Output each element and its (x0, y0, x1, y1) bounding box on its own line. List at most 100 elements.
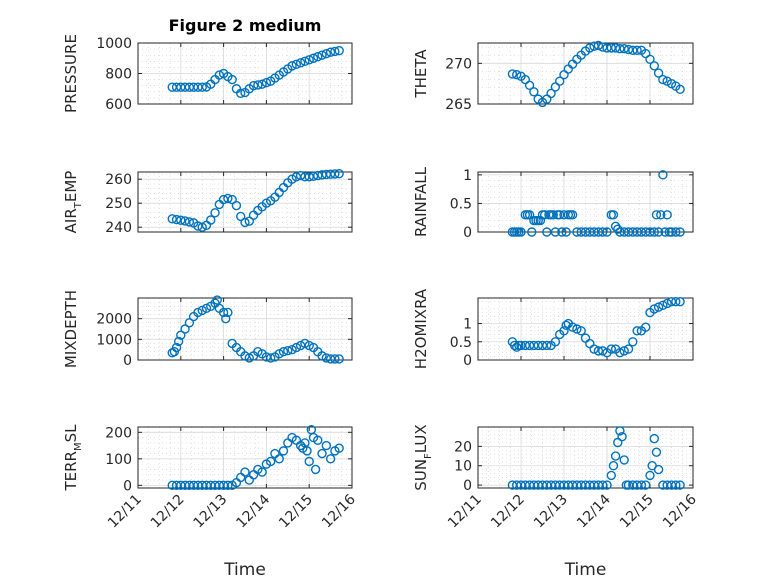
x-tick-label: 12/13 (531, 492, 571, 532)
data-point (173, 336, 184, 347)
y-tick-label: 270 (445, 56, 472, 72)
x-tick-label: 12/15 (276, 492, 316, 532)
data-point (559, 326, 569, 336)
data-point (671, 227, 681, 237)
data-point (231, 200, 242, 211)
series-markers (507, 296, 685, 358)
y-tick-label: 1000 (96, 36, 132, 52)
x-tick-label: 12/16 (319, 491, 359, 531)
series-markers (507, 40, 685, 108)
data-point (240, 217, 250, 228)
data-point (313, 435, 323, 445)
data-point (617, 431, 627, 442)
data-point (615, 348, 625, 358)
data-point (244, 216, 254, 226)
data-point (278, 446, 289, 456)
data-point (542, 340, 552, 351)
series-markers (167, 424, 344, 491)
data-point (651, 447, 662, 457)
data-point (180, 324, 190, 334)
data-point (658, 74, 668, 85)
subplot-rainfall: 0 0.5 1 RAINFALL (412, 166, 694, 241)
axes-frame (137, 426, 353, 489)
data-point (557, 227, 567, 237)
data-point (651, 210, 662, 220)
data-point (180, 216, 190, 226)
data-point (295, 170, 306, 181)
data-point (227, 74, 237, 85)
data-point (546, 88, 556, 99)
data-point (623, 344, 634, 354)
x-tick-label: 12/11 (445, 492, 485, 532)
y-axis-label: H2OMIXRA (412, 288, 430, 369)
data-point (585, 43, 595, 53)
data-point (171, 342, 182, 353)
data-point (660, 227, 670, 237)
data-point (561, 320, 571, 331)
data-point (675, 296, 685, 307)
x-tick-label: 12/14 (233, 491, 273, 531)
data-point (567, 322, 578, 332)
data-point (671, 296, 681, 307)
y-axis-label: SUNFLUX (412, 424, 434, 490)
data-point (214, 70, 225, 80)
data-point (619, 43, 629, 54)
x-tick-label: 12/13 (191, 492, 231, 532)
data-point (653, 464, 664, 475)
data-point (330, 169, 340, 179)
y-tick-label: 10 (454, 459, 472, 475)
data-point (606, 344, 616, 354)
data-point (257, 467, 267, 477)
data-point (313, 52, 323, 62)
data-point (274, 454, 284, 464)
data-point (176, 330, 186, 340)
data-point (656, 210, 666, 220)
x-axis-label: Time (564, 560, 607, 580)
data-point (675, 480, 685, 490)
data-point (641, 480, 651, 490)
data-point (602, 480, 612, 490)
data-point (308, 171, 319, 182)
data-point (649, 61, 659, 71)
data-point (240, 467, 250, 477)
data-point (576, 326, 586, 336)
data-point (330, 46, 340, 57)
data-point (675, 84, 685, 95)
subplot-terr_msl: 0 100 200 12/11 12/12 12/13 12/14 12/15 12/16 TER… (62, 424, 359, 580)
data-point (287, 61, 297, 71)
data-point (653, 227, 664, 237)
x-tick-label: 12/14 (574, 491, 614, 531)
y-tick-label: 2000 (96, 312, 132, 328)
data-point (223, 193, 233, 204)
data-point (602, 227, 612, 237)
y-tick-label: 0 (463, 353, 472, 369)
data-point (527, 227, 537, 237)
data-point (278, 347, 289, 357)
y-tick-label: 265 (445, 97, 472, 113)
series-markers (507, 426, 685, 490)
y-axis-label: THETA (412, 49, 430, 99)
data-point (212, 295, 222, 305)
series-markers (507, 170, 685, 237)
data-point (300, 56, 310, 66)
y-tick-label: 1 (463, 317, 472, 333)
x-tick-label: 12/12 (148, 492, 188, 532)
data-point (197, 222, 207, 232)
data-point (334, 354, 344, 364)
data-point (598, 227, 608, 237)
y-tick-label: 0 (123, 478, 132, 494)
data-point (261, 77, 272, 88)
data-point (645, 54, 655, 64)
data-point (236, 88, 246, 99)
data-point (227, 194, 237, 205)
data-point (608, 210, 619, 220)
y-tick-label: 240 (105, 220, 132, 236)
data-point (628, 337, 638, 347)
data-point (572, 324, 582, 334)
y-axis-label: TERRMSL (62, 424, 84, 492)
data-point (507, 69, 518, 79)
data-point (512, 70, 522, 80)
data-point (334, 443, 344, 453)
data-point (283, 346, 293, 356)
data-point (567, 210, 578, 220)
